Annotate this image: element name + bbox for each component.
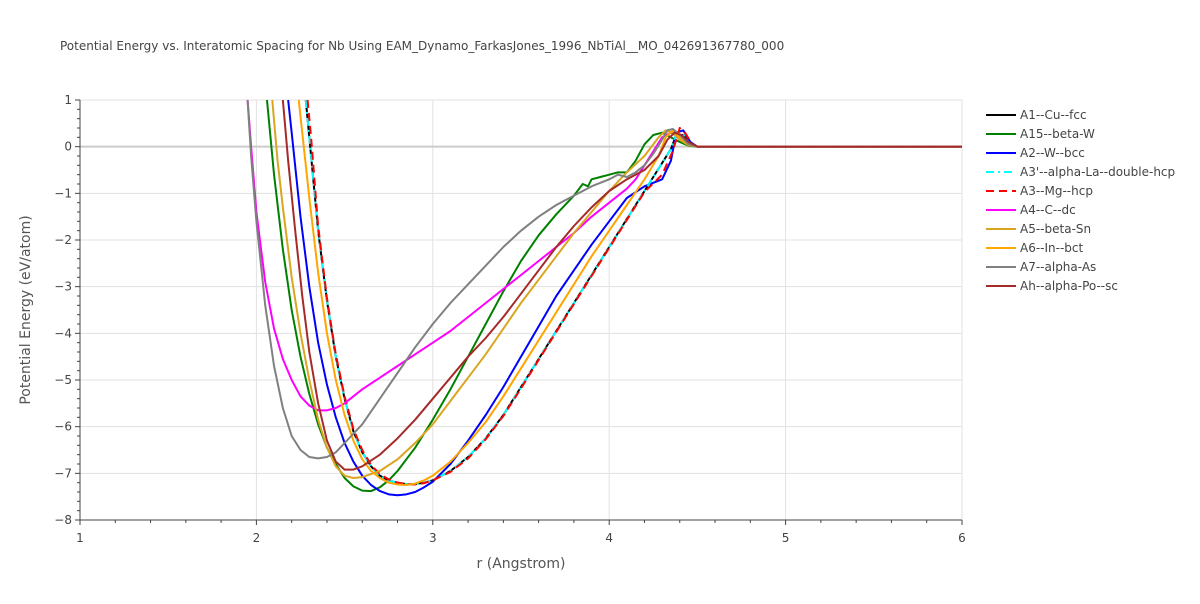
- x-tick-label: 4: [605, 531, 613, 545]
- chart-title: Potential Energy vs. Interatomic Spacing…: [60, 39, 784, 53]
- legend-label: A7--alpha-As: [1020, 260, 1096, 274]
- y-tick-label: −5: [54, 373, 72, 387]
- legend-label: A3--Mg--hcp: [1020, 184, 1093, 198]
- legend-label: A5--beta-Sn: [1020, 222, 1091, 236]
- legend-label: A15--beta-W: [1020, 127, 1095, 141]
- legend-item[interactable]: A6--In--bct: [986, 241, 1084, 255]
- y-tick-labels: 1 0 −1 −2 −3 −4 −5 −6 −7 −8: [54, 93, 72, 527]
- y-tick-label: −2: [54, 233, 72, 247]
- series-line: [246, 100, 962, 412]
- y-tick-label: 1: [64, 93, 72, 107]
- y-tick-label: −3: [54, 280, 72, 294]
- series-line: [306, 100, 962, 486]
- x-axis-title: r (Angstrom): [477, 556, 566, 572]
- x-tick-labels: 1 2 3 4 5 6: [76, 531, 966, 545]
- grid-lines: [80, 99, 963, 521]
- x-tick-label: 6: [958, 531, 966, 545]
- axes: [75, 99, 963, 525]
- x-tick-label: 3: [429, 531, 437, 545]
- legend-label: A2--W--bcc: [1020, 146, 1085, 160]
- legend-item[interactable]: A7--alpha-As: [986, 260, 1096, 274]
- series-lines: [246, 100, 962, 497]
- legend-item[interactable]: A2--W--bcc: [986, 146, 1085, 160]
- series-line: [297, 100, 962, 486]
- y-tick-label: −7: [54, 466, 72, 480]
- legend-label: A1--Cu--fcc: [1020, 108, 1087, 122]
- x-tick-label: 1: [76, 531, 84, 545]
- y-tick-label: −8: [54, 513, 72, 527]
- y-tick-label: −6: [54, 420, 72, 434]
- legend-label: A6--In--bct: [1020, 241, 1084, 255]
- y-axis-title: Potential Energy (eV/atom): [18, 215, 34, 404]
- legend-item[interactable]: A15--beta-W: [986, 127, 1095, 141]
- legend-item[interactable]: Ah--alpha-Po--sc: [986, 279, 1118, 293]
- legend-item[interactable]: A1--Cu--fcc: [986, 108, 1087, 122]
- legend-label: Ah--alpha-Po--sc: [1020, 279, 1118, 293]
- y-tick-label: −1: [54, 186, 72, 200]
- y-tick-label: −4: [54, 326, 72, 340]
- legend-item[interactable]: A3--Mg--hcp: [986, 184, 1093, 198]
- y-tick-label: 0: [64, 140, 72, 154]
- legend-label: A4--C--dc: [1020, 203, 1076, 217]
- legend[interactable]: A1--Cu--fcc A15--beta-W A2--W--bcc A3'--alp…: [986, 108, 1175, 293]
- series-line: [246, 100, 962, 460]
- x-tick-label: 5: [782, 531, 790, 545]
- x-tick-label: 2: [253, 531, 261, 545]
- legend-item[interactable]: A4--C--dc: [986, 203, 1076, 217]
- legend-item[interactable]: A5--beta-Sn: [986, 222, 1091, 236]
- series-line: [281, 100, 962, 471]
- legend-label: A3'--alpha-La--double-hcp: [1020, 165, 1175, 179]
- legend-item[interactable]: A3'--alpha-La--double-hcp: [986, 165, 1175, 179]
